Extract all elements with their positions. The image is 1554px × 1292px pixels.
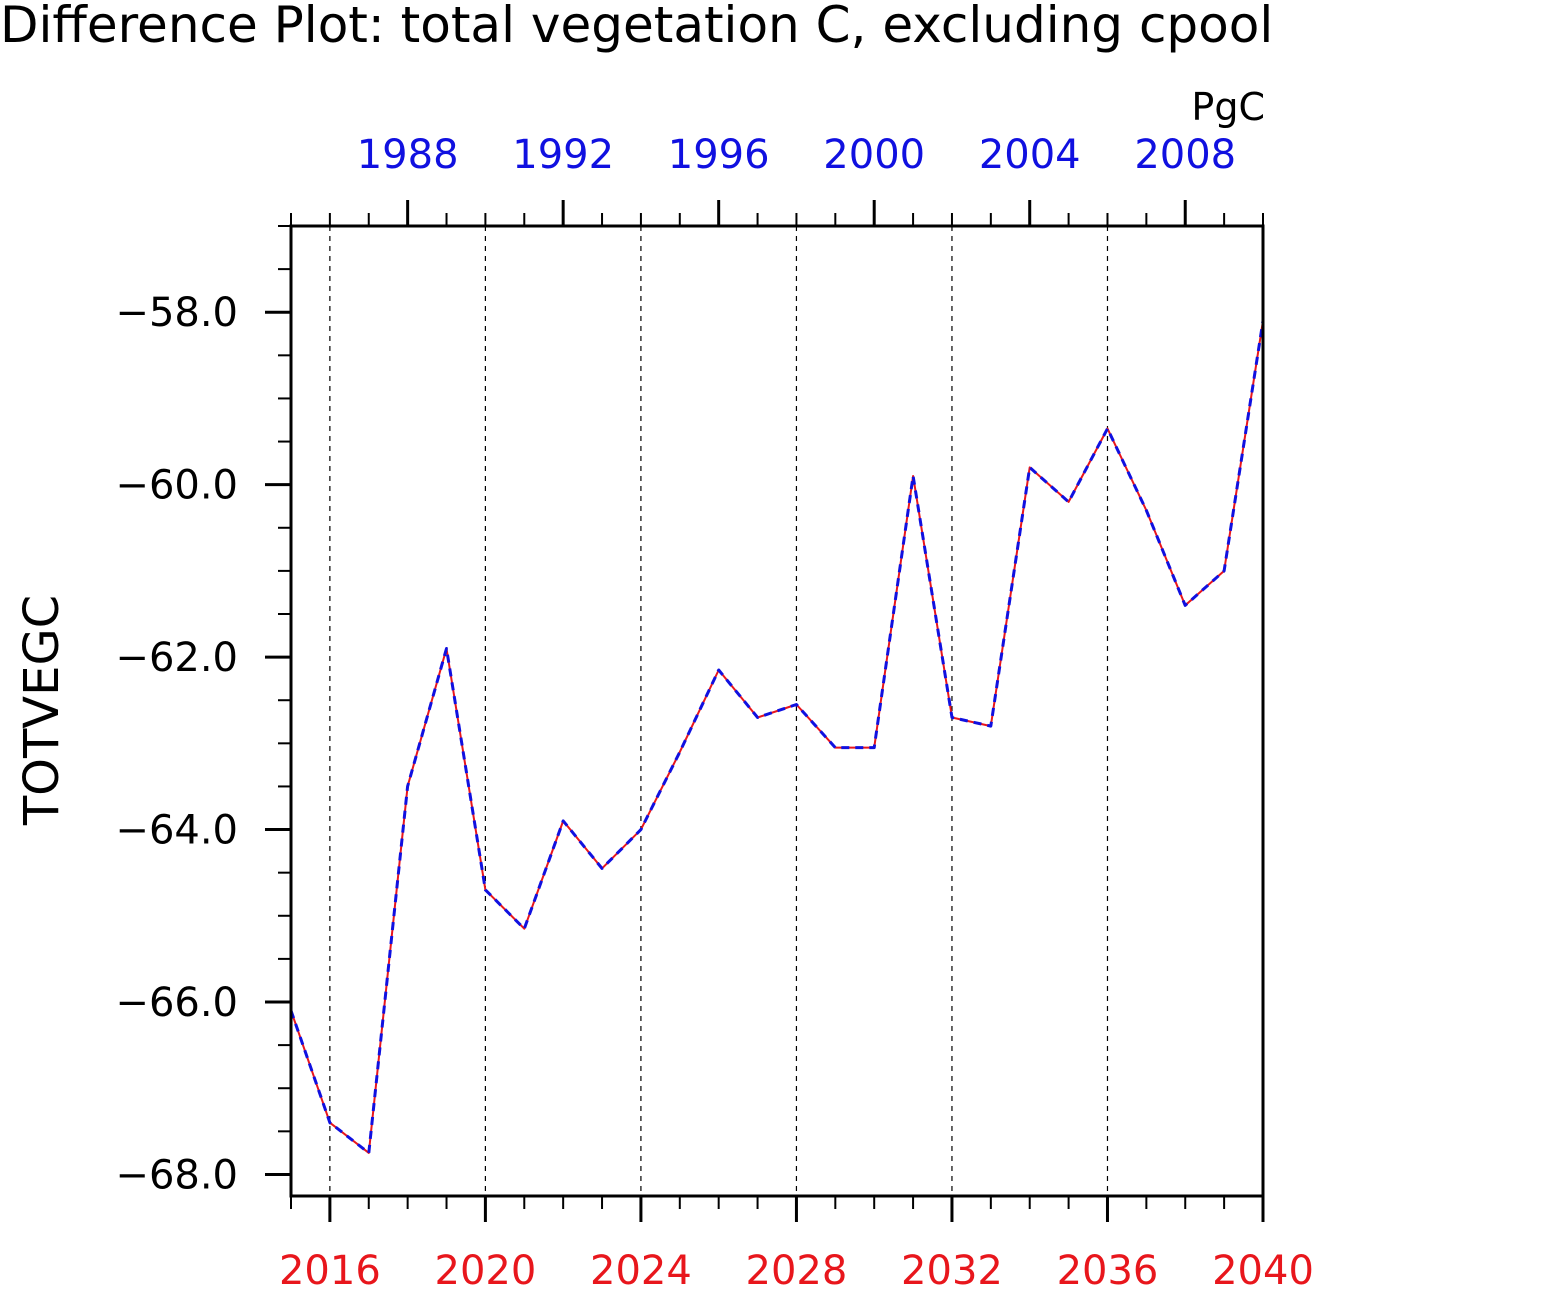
units-label: PgC [1191, 85, 1265, 129]
series-line-0 [290, 320, 1264, 1154]
bottom-tick-label: 2016 [279, 1248, 381, 1287]
top-tick-label: 1992 [512, 132, 614, 178]
y-tick-label: −68.0 [115, 1152, 238, 1198]
chart-title: Difference Plot: total vegetation C, exc… [0, 0, 1273, 54]
y-tick-label: −60.0 [115, 463, 238, 509]
series-line-1 [289, 320, 1265, 1155]
bottom-tick-label: 2036 [1057, 1248, 1159, 1287]
bottom-tick-label: 2032 [901, 1248, 1003, 1287]
y-tick-label: −62.0 [115, 635, 238, 681]
grid-lines [329, 226, 1109, 1196]
top-tick-label: 1988 [357, 132, 459, 178]
top-tick-label: 2008 [1134, 132, 1236, 178]
y-axis-label: TOTVEGC [14, 595, 70, 826]
y-tick-label: −58.0 [115, 290, 238, 336]
tick-marks [265, 200, 1265, 1222]
y-tick-label: −64.0 [115, 808, 238, 854]
tick-labels: −68.0 −66.0 −64.0 −62.0 −60.0 −58.0 2016 2020 20… [115, 132, 1314, 1292]
bottom-tick-label: 2020 [435, 1248, 537, 1287]
plot-frame [289, 224, 1265, 1198]
bottom-tick-label: 2040 [1212, 1248, 1314, 1287]
top-tick-label: 2000 [823, 132, 925, 178]
y-tick-label: −66.0 [115, 980, 238, 1026]
series-layer [289, 320, 1265, 1155]
bottom-tick-label: 2024 [590, 1248, 692, 1287]
bottom-tick-label: 2028 [746, 1248, 848, 1287]
top-tick-label: 2004 [979, 132, 1081, 178]
top-tick-label: 1996 [668, 132, 770, 178]
